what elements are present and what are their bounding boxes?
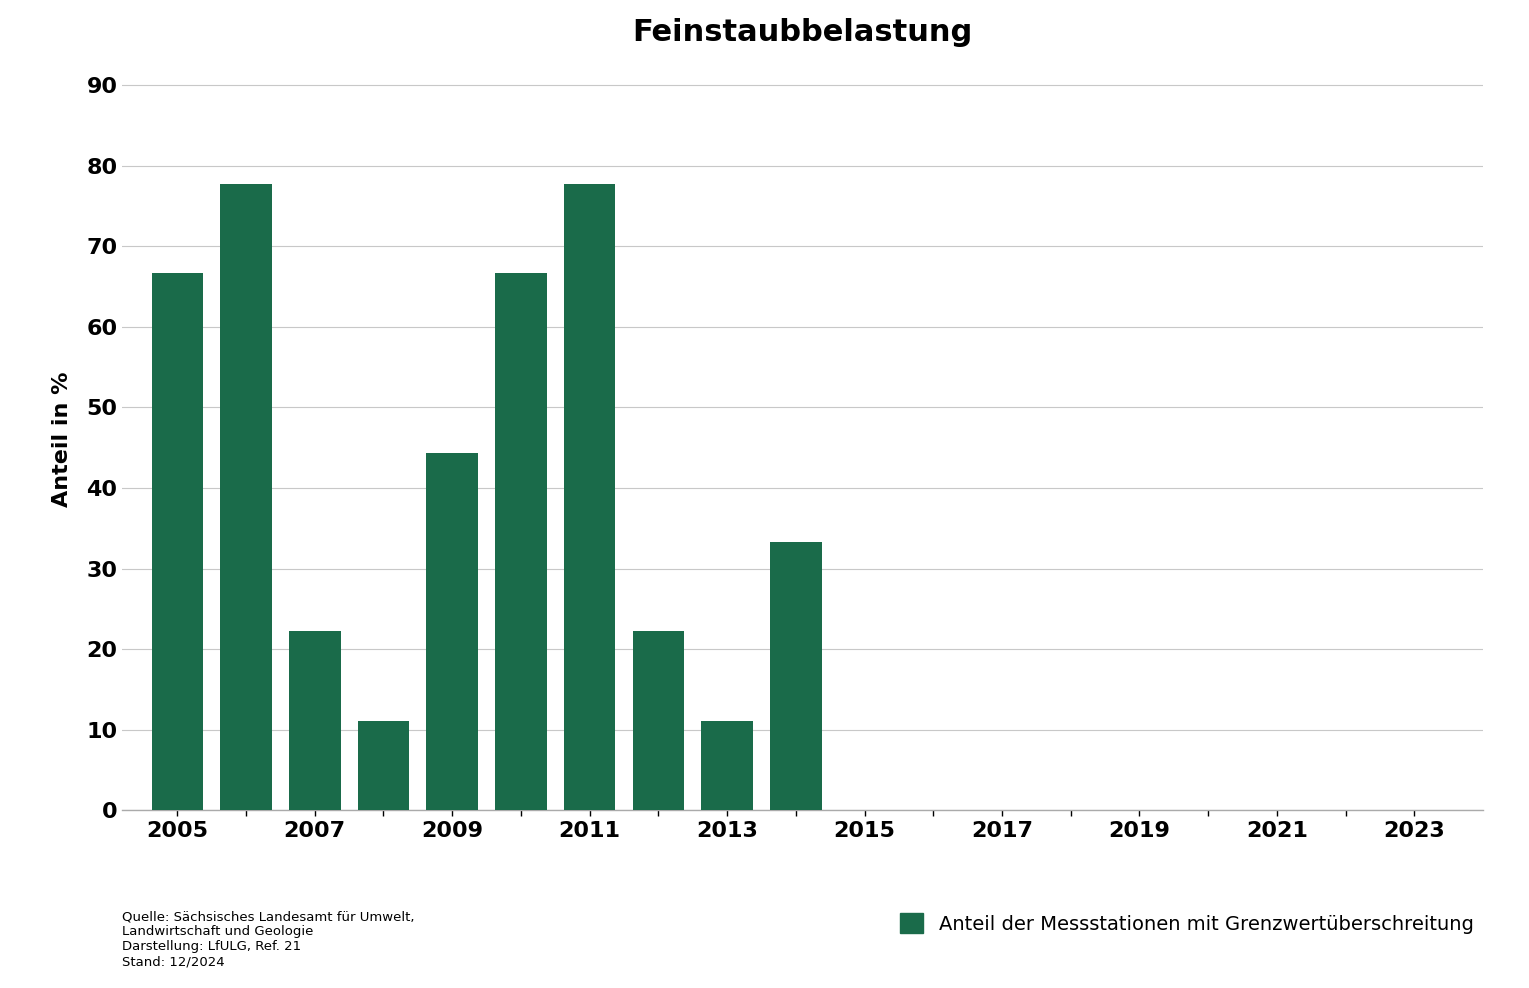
Bar [702,721,752,810]
Bar [771,542,821,810]
Bar [564,184,616,810]
Bar [427,453,479,810]
Bar [289,631,341,810]
Title: Feinstaubbelastung: Feinstaubbelastung [633,19,972,47]
Bar [358,721,410,810]
Bar [220,184,272,810]
Text: Quelle: Sächsisches Landesamt für Umwelt,
Landwirtschaft und Geologie
Darstellun: Quelle: Sächsisches Landesamt für Umwelt… [122,910,414,968]
Y-axis label: Anteil in %: Anteil in % [52,371,72,508]
Bar [151,273,203,810]
Legend: Anteil der Messstationen mit Grenzwertüberschreitung: Anteil der Messstationen mit Grenzwertüb… [899,913,1474,934]
Bar [495,273,547,810]
Bar [633,631,683,810]
